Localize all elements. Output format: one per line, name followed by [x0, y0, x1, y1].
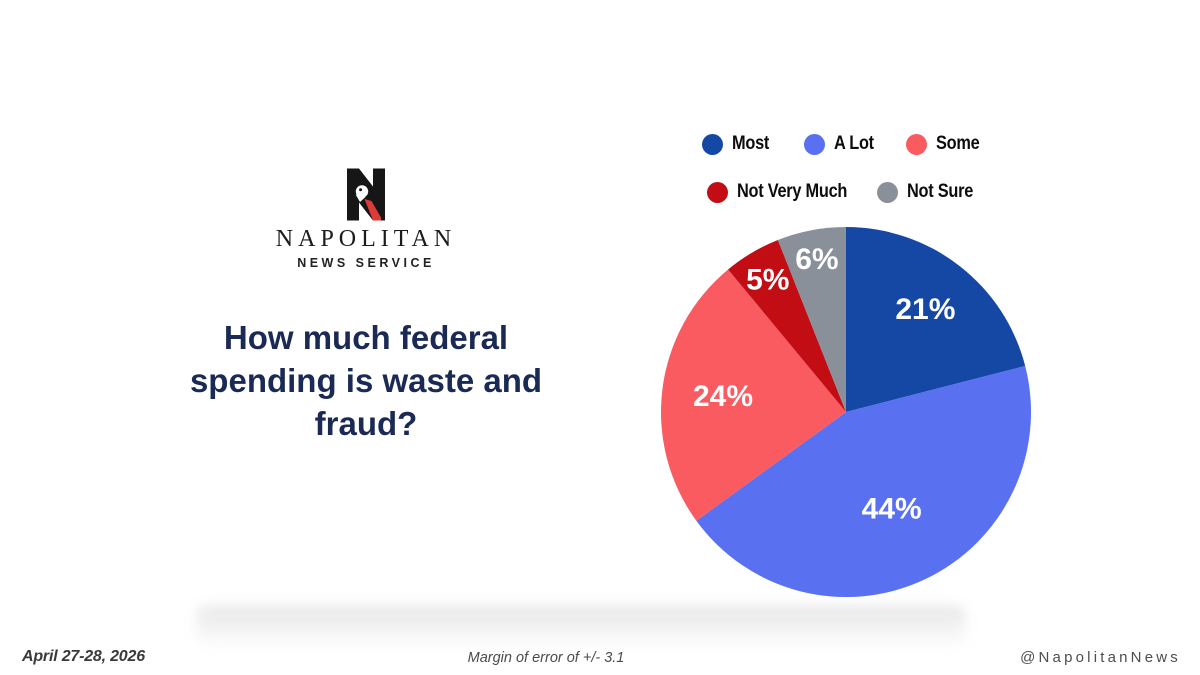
- pie-slice-value-label: 5%: [746, 263, 789, 296]
- legend-item-not-sure: Not Sure: [877, 181, 984, 203]
- poll-question-title: How much federal spending is waste and fra…: [126, 316, 606, 445]
- legend-swatch-icon: [702, 133, 723, 155]
- legend-label: Not Sure: [907, 181, 974, 202]
- legend-item-not-very-much: Not Very Much: [707, 181, 865, 203]
- legend-item-a-lot: A Lot: [804, 133, 880, 155]
- legend-item-most: Most: [702, 133, 775, 155]
- brand-tagline: NEWS SERVICE: [297, 256, 435, 270]
- pie-slice-value-label: 44%: [862, 493, 922, 526]
- pie-slice-a-lot: [696, 365, 1031, 597]
- footer-shadow-band: [196, 606, 966, 646]
- pie-slice-most: [846, 227, 1026, 412]
- legend-swatch-icon: [804, 133, 825, 155]
- legend-swatch-icon: [906, 133, 927, 155]
- pie-slice-not-sure: [777, 227, 846, 412]
- legend-item-some: Some: [906, 133, 987, 155]
- pie-slice-value-label: 24%: [693, 380, 753, 413]
- pie-slice-value-label: 21%: [895, 293, 955, 326]
- poll-date: April 27-28, 2026: [22, 648, 145, 665]
- pie-slice-value-label: 6%: [795, 243, 838, 276]
- legend-swatch-icon: [707, 181, 728, 203]
- brand-wordmark: NAPOLITAN: [275, 226, 457, 252]
- legend-label: Some: [936, 133, 980, 154]
- brand-logo: NAPOLITAN NEWS SERVICE: [136, 168, 596, 270]
- title-line-1: How much federal: [223, 319, 509, 356]
- legend-swatch-icon: [877, 181, 898, 203]
- pie-slice-some: [661, 269, 846, 521]
- pie-chart: 21% 44% 24% 5% 6%: [661, 227, 1031, 597]
- title-line-3: fraud?: [314, 405, 418, 442]
- legend-label: Not Very Much: [737, 181, 848, 202]
- pie-slice-not-very-much: [728, 239, 846, 412]
- social-handle: @NapolitanNews: [1020, 649, 1181, 666]
- napolitan-eagle-n-logo-icon: [347, 168, 385, 221]
- legend-label: Most: [732, 133, 770, 154]
- title-line-2: spending is waste and: [189, 362, 543, 399]
- legend-label: A Lot: [834, 133, 874, 154]
- margin-of-error-note: Margin of error of +/- 3.1: [467, 650, 625, 666]
